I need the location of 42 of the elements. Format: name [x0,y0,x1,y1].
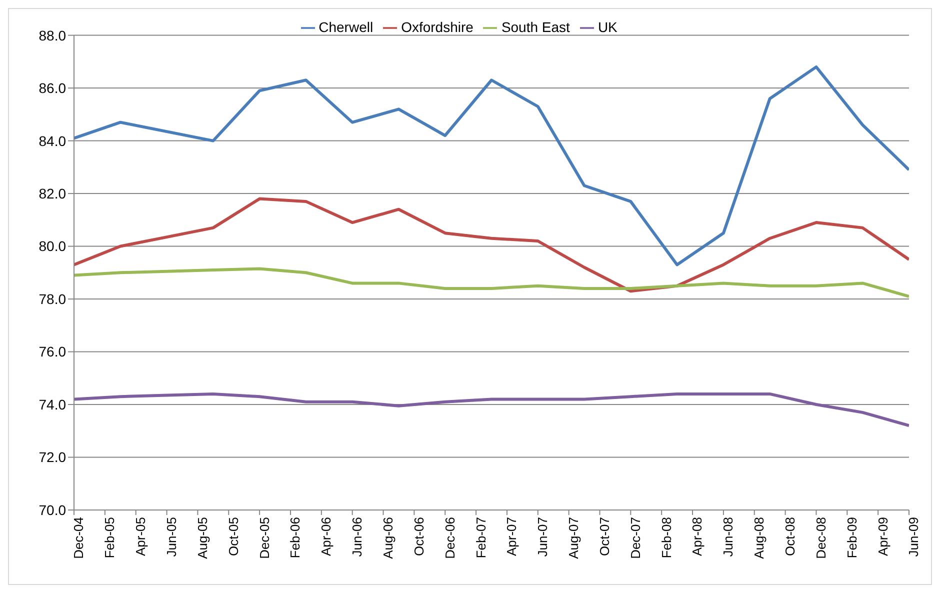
legend-label: Oxfordshire [401,19,474,35]
x-tick-label: Jun-08 [720,517,736,557]
x-tick-label: Dec-05 [256,517,272,559]
y-tick-label: 76.0 [38,344,66,360]
legend-label: UK [598,19,618,35]
x-tick-label: Dec-04 [71,517,86,559]
y-tick-label: 72.0 [38,449,66,466]
x-tick-label: Aug-07 [566,517,582,559]
x-tick-label: Dec-06 [442,517,458,559]
x-tick-label: Oct-05 [226,517,241,556]
x-tick-label: Feb-07 [473,517,488,558]
y-tick-label: 74.0 [38,396,66,412]
x-tick-label: Feb-09 [844,517,860,558]
x-tick-label: Aug-06 [380,517,396,559]
legend-label: Cherwell [318,19,374,35]
x-tick-label: Feb-08 [658,517,674,558]
x-tick-label: Dec-07 [628,517,643,559]
y-tick-label: 80.0 [38,238,66,254]
x-tick-label: Jun-06 [350,517,365,557]
x-tick-label: Jun-05 [164,517,180,557]
x-tick-label: Oct-06 [411,517,426,556]
legend-label: South East [501,19,570,35]
y-tick-label: 78.0 [38,290,66,307]
x-tick-label: Dec-08 [813,517,828,559]
y-tick-label: 86.0 [38,80,66,96]
x-tick-label: Oct-08 [782,517,798,556]
x-tick-label: Apr-08 [690,517,705,556]
x-tick-label: Feb-06 [288,517,303,558]
y-tick-label: 82.0 [38,186,66,202]
x-tick-label: Aug-08 [752,517,767,559]
x-tick-label: Aug-05 [194,517,210,559]
x-tick-label: Feb-05 [102,517,118,558]
x-tick-label: Oct-07 [596,517,612,556]
y-tick-label: 88.0 [38,27,66,44]
x-tick-label: Apr-06 [318,517,334,556]
x-tick-label: Apr-09 [875,517,890,556]
x-tick-label: Jun-09 [906,517,922,557]
x-tick-label: Apr-05 [133,517,148,556]
x-tick-label: Jun-07 [535,517,550,557]
x-tick-label: Apr-07 [504,517,520,556]
y-tick-label: 70.0 [38,502,66,518]
y-tick-label: 84.0 [38,132,66,149]
